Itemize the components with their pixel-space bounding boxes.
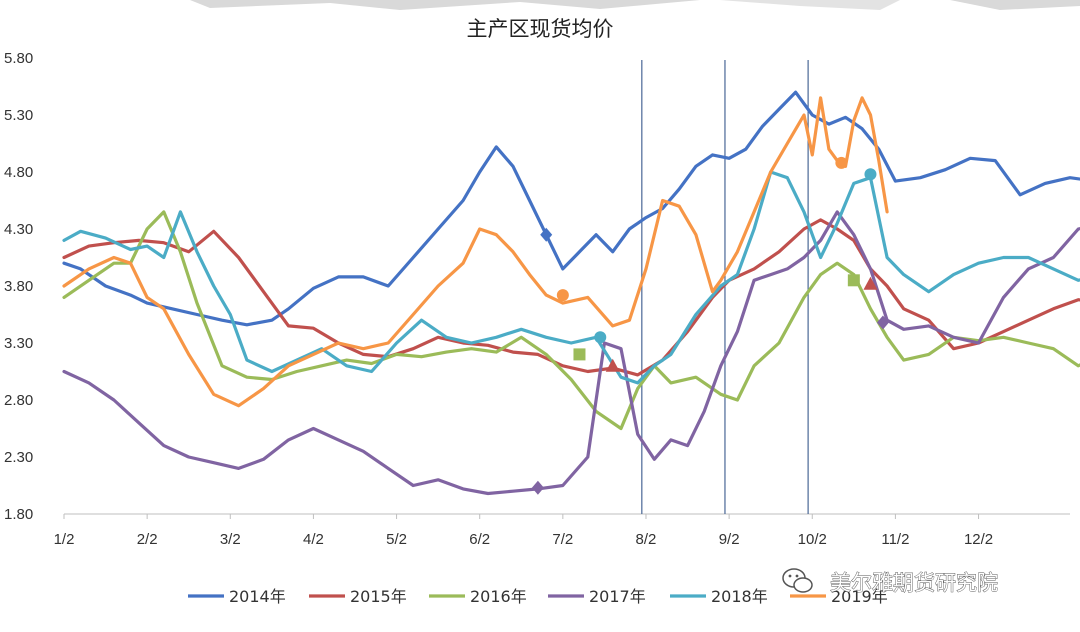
y-tick-label: 5.30 — [4, 107, 33, 124]
y-tick-label: 2.80 — [4, 392, 33, 409]
watermark: 美尔雅期货研究院 — [782, 568, 998, 595]
series-marker — [863, 276, 878, 290]
series-marker — [864, 168, 877, 181]
x-tick-label: 6/2 — [469, 531, 490, 548]
series-marker — [540, 227, 553, 242]
wechat-icon — [782, 568, 813, 593]
series-line — [62, 210, 1080, 431]
y-axis: 1.80 2.30 2.80 3.30 3.80 4.30 4.80 5.30 5.80 — [4, 50, 33, 523]
legend-label: 2018年 — [711, 587, 768, 606]
y-tick-label: 3.80 — [4, 278, 33, 295]
legend-label: 2017年 — [589, 587, 646, 606]
series-marker — [605, 358, 620, 372]
legend-label: 2015年 — [350, 587, 407, 606]
watermark-text: 美尔雅期货研究院 — [830, 571, 998, 595]
legend-label: 2019年 — [831, 587, 888, 606]
x-tick-label: 8/2 — [636, 531, 657, 548]
legend-label: 2016年 — [470, 587, 527, 606]
x-tick-label: 7/2 — [552, 531, 573, 548]
series-marker — [835, 156, 848, 169]
series-marker — [531, 480, 544, 495]
series-line — [62, 218, 1080, 377]
series-marker — [594, 331, 607, 344]
series-line — [62, 90, 1080, 327]
x-tick-label: 4/2 — [303, 531, 324, 548]
legend: 2014年 2015年 2016年 2017年 2018年 2019年 — [188, 587, 888, 606]
y-tick-label: 3.30 — [4, 335, 33, 352]
series-markers — [531, 156, 889, 495]
series-line — [62, 170, 1080, 385]
x-tick-label: 2/2 — [137, 531, 158, 548]
series-marker — [556, 289, 569, 302]
legend-label: 2014年 — [229, 587, 286, 606]
x-tick-label: 11/2 — [881, 531, 909, 548]
x-tick-label: 3/2 — [220, 531, 241, 548]
x-tick-label: 1/2 — [54, 531, 75, 548]
chart-title: 主产区现货均价 — [467, 17, 614, 41]
y-tick-label: 4.80 — [4, 164, 33, 181]
y-tick-label: 2.30 — [4, 449, 33, 466]
x-tick-label: 5/2 — [386, 531, 407, 548]
x-tick-label: 12/2 — [964, 531, 993, 548]
y-tick-label: 1.80 — [4, 506, 33, 523]
y-tick-label: 5.80 — [4, 50, 33, 67]
series-marker — [847, 274, 860, 287]
series-lines — [62, 90, 1080, 496]
series-line — [62, 210, 1080, 496]
series-marker — [876, 315, 889, 330]
x-tick-label: 9/2 — [719, 531, 740, 548]
x-tick-label: 10/2 — [798, 531, 827, 548]
series-marker — [573, 348, 586, 361]
y-tick-label: 4.30 — [4, 221, 33, 238]
x-axis: 1/2 2/2 3/2 4/2 5/2 6/2 7/2 8/2 9/2 10/2 11/2 12/2 — [54, 514, 993, 548]
top-band-decoration — [0, 0, 1080, 14]
series-line — [62, 96, 889, 408]
